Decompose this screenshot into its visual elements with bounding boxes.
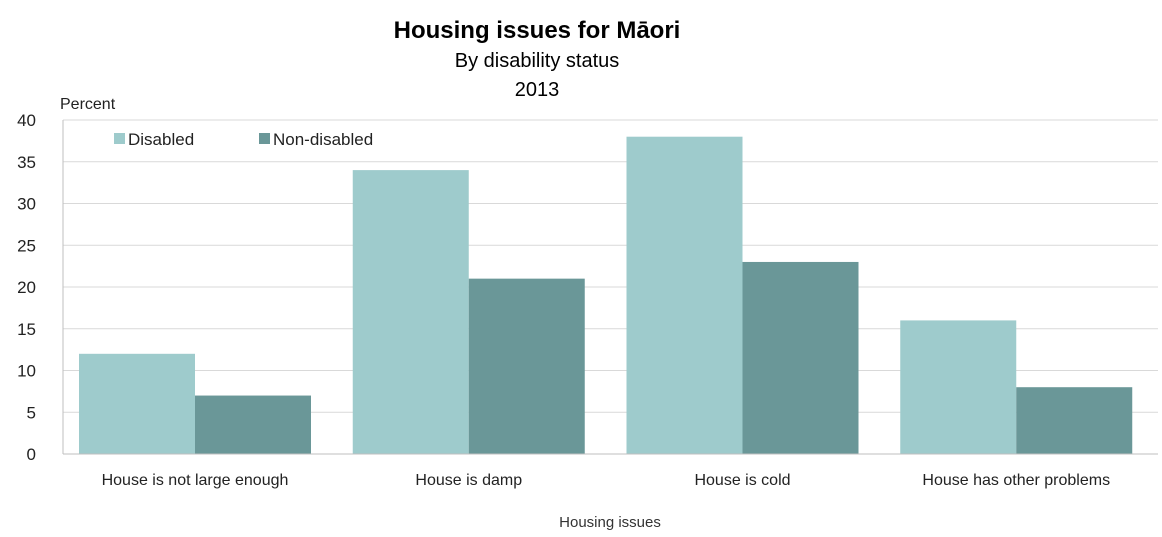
legend-label-non-disabled: Non-disabled <box>273 130 373 149</box>
bars <box>79 136 1133 454</box>
x-tick-label: House has other problems <box>922 472 1110 489</box>
chart-subtitle: By disability status <box>455 50 620 72</box>
gridlines <box>63 119 1158 413</box>
chart-title: Housing issues for Māori <box>394 17 681 44</box>
y-axis-label: Percent <box>60 96 116 113</box>
y-tick-label: 5 <box>27 403 36 422</box>
x-tick-label: House is cold <box>694 472 790 489</box>
legend-label-disabled: Disabled <box>128 130 194 149</box>
bar-non-disabled <box>742 261 859 454</box>
bar-non-disabled <box>195 395 311 454</box>
y-tick-label: 15 <box>17 320 36 339</box>
bar-disabled <box>352 170 469 454</box>
bar-non-disabled <box>468 278 585 454</box>
y-tick-label: 10 <box>17 362 36 381</box>
legend-swatch-non-disabled <box>259 133 270 144</box>
legend: Disabled Non-disabled <box>114 130 373 149</box>
y-tick-label: 40 <box>17 111 36 130</box>
y-tick-label: 30 <box>17 195 36 214</box>
x-tick-label: House is damp <box>415 472 522 489</box>
bar-disabled <box>900 320 1017 454</box>
chart-year: 2013 <box>515 79 560 101</box>
y-tick-label: 35 <box>17 153 36 172</box>
legend-swatch-disabled <box>114 133 125 144</box>
y-tick-label: 20 <box>17 278 36 297</box>
bar-disabled <box>626 136 743 454</box>
x-tick-label: House is not large enough <box>102 472 289 489</box>
x-axis-label: Housing issues <box>559 514 661 531</box>
y-tick-label: 0 <box>27 445 36 464</box>
y-tick-label: 25 <box>17 236 36 255</box>
bar-non-disabled <box>1016 387 1133 454</box>
axes: 0 5 10 15 20 25 30 35 40 House is not large enoug… <box>17 111 1158 489</box>
bar-disabled <box>79 353 195 454</box>
